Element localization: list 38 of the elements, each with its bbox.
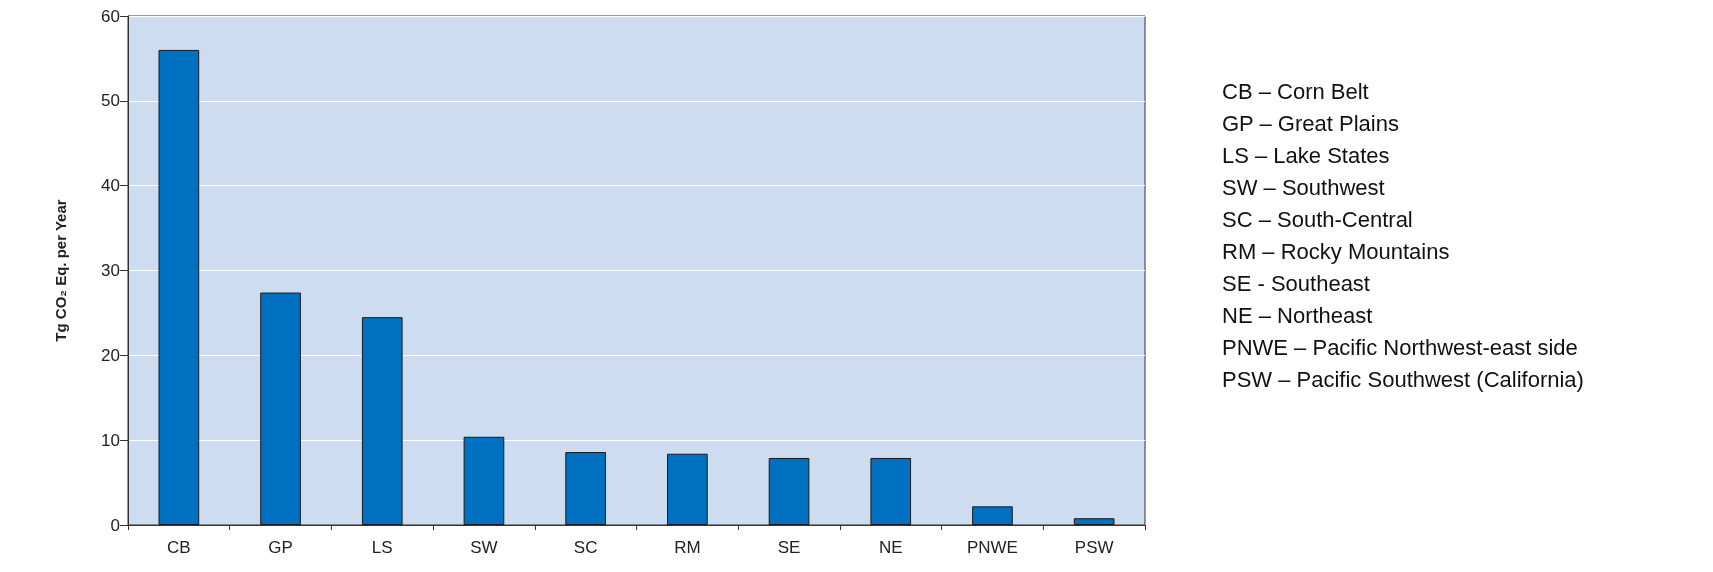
bar bbox=[768, 457, 810, 525]
y-tick-label: 0 bbox=[110, 515, 120, 535]
y-tick-label: 10 bbox=[101, 430, 120, 450]
y-axis-title: Tg CO₂ Eq. per Year bbox=[52, 199, 69, 342]
x-tick-label: SE bbox=[777, 538, 801, 557]
text: GP – Great Plains bbox=[1222, 110, 1399, 136]
x-tick-label: NE bbox=[878, 538, 903, 557]
bar bbox=[565, 452, 606, 525]
y-tick-label: 50 bbox=[101, 91, 120, 111]
text: CB – Corn Belt bbox=[1222, 78, 1369, 104]
text: PNWE – Pacific Northwest-east side bbox=[1222, 334, 1578, 360]
y-tick-label: 30 bbox=[101, 261, 120, 280]
x-tick-label: SW bbox=[470, 538, 498, 557]
text: RM – Rocky Mountains bbox=[1222, 238, 1450, 264]
text: SE - Southeast bbox=[1222, 270, 1370, 296]
text: PSW – Pacific Southwest (California) bbox=[1222, 366, 1584, 392]
x-tick-label: RM bbox=[674, 538, 701, 557]
text: NE – Northeast bbox=[1222, 302, 1373, 328]
bar bbox=[260, 292, 301, 525]
bar bbox=[361, 317, 403, 525]
text: LS – Lake States bbox=[1222, 142, 1390, 168]
bar bbox=[667, 453, 708, 525]
y-tick-label: 40 bbox=[101, 176, 120, 196]
bar bbox=[870, 457, 912, 525]
x-tick-label: LS bbox=[371, 538, 393, 557]
x-tick-label: GP bbox=[268, 538, 293, 557]
x-tick-label: SC bbox=[573, 538, 598, 557]
bar bbox=[158, 49, 200, 525]
y-tick-label: 20 bbox=[101, 345, 120, 365]
bar bbox=[1073, 518, 1115, 525]
x-tick-label: CB bbox=[167, 538, 191, 557]
bar bbox=[463, 436, 505, 525]
y-tick-label: 60 bbox=[101, 6, 120, 26]
bar bbox=[972, 506, 1013, 525]
x-tick-label: PNWE bbox=[966, 538, 1018, 557]
text: SC – South-Central bbox=[1222, 206, 1413, 232]
x-tick-label: PSW bbox=[1074, 538, 1114, 557]
text: SW – Southwest bbox=[1222, 174, 1385, 200]
